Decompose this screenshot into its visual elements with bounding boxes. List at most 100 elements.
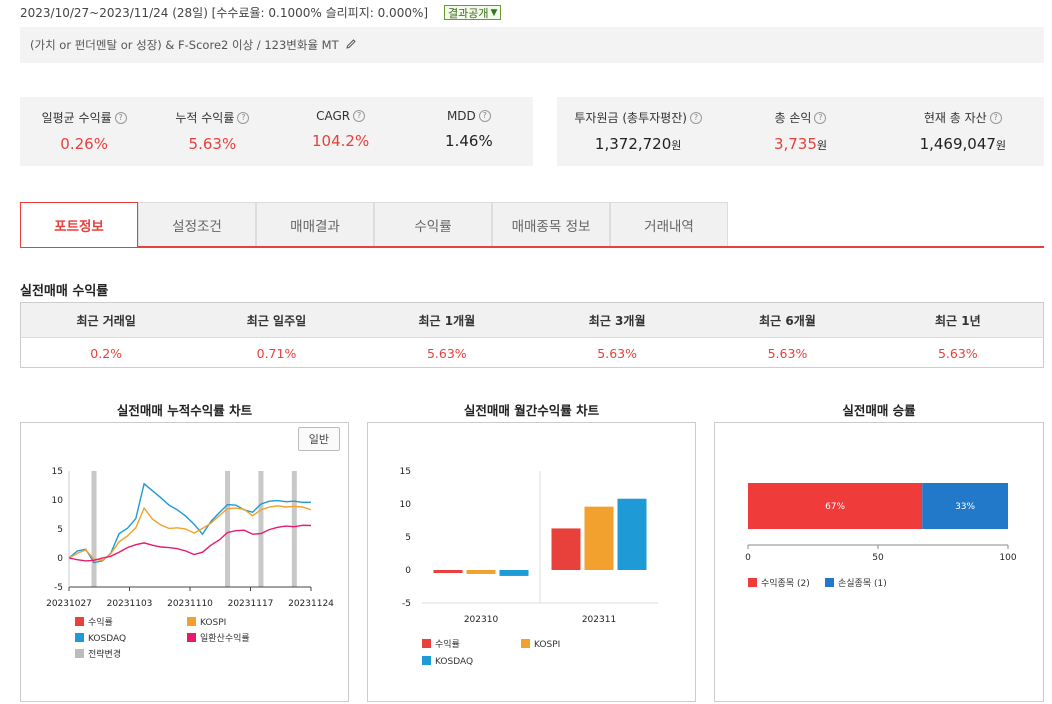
monthly-chart: -5 0 5 10 15 202310 202311 수익률 KOSPI KOSDAQ — [400, 467, 658, 667]
stat-label: CAGR — [316, 109, 351, 123]
stat-principal: 투자원금 (총투자평잔)? 1,372,720원 — [557, 97, 719, 166]
returns-section-title: 실전매매 수익률 — [20, 284, 109, 299]
stat-value: 0.26% — [60, 135, 108, 153]
header-cell: 최근 1개월 — [418, 313, 476, 328]
stat-label: 일평균 수익률 — [41, 111, 112, 125]
winrate-chart: 67% 33% 0 50 100 수익종목 (2) 손실종목 (1) — [745, 483, 1017, 589]
legend-label: 일환산수익률 — [200, 632, 250, 644]
header-cell: 최근 1년 — [934, 313, 981, 328]
x-tick-label: 202311 — [582, 615, 616, 625]
help-icon[interactable]: ? — [237, 111, 250, 124]
tab-stock-info[interactable]: 매매종목 정보 — [492, 202, 610, 246]
tab-transactions[interactable]: 거래내역 — [610, 202, 728, 246]
value-cell: 0.2% — [90, 345, 123, 361]
tab-bar: 포트정보 설정조건 매매결과 수익률 매매종목 정보 거래내역 — [20, 202, 1044, 248]
stat-value: 5.63% — [188, 135, 237, 153]
stat-value: 1,372,720 — [594, 135, 672, 153]
legend-swatch — [187, 633, 196, 642]
stat-value: 1.46% — [445, 132, 493, 150]
y-tick-label: 0 — [405, 566, 411, 576]
value-cell: 0.71% — [256, 345, 297, 361]
strategy-bar: (가치 or 펀더멘탈 or 성장) & F-Score2 이상 / 123변화… — [20, 27, 1044, 63]
stat-value: 1,469,047 — [919, 135, 996, 153]
summary-assets: 투자원금 (총투자평잔)? 1,372,720원 총 손익? 3,735원 현재… — [557, 97, 1044, 166]
return-line — [68, 524, 312, 562]
winrate-segment — [748, 483, 923, 529]
y-tick-label: 15 — [52, 467, 63, 477]
winrate-segment — [922, 483, 1008, 529]
chevron-down-icon: ▼ — [490, 7, 498, 18]
monthly-chart-title: 실전매매 월간수익률 차트 — [463, 403, 600, 418]
x-tick-label: 20231103 — [107, 599, 153, 609]
monthly-bar — [551, 528, 581, 570]
summary-returns: 일평균 수익률? 0.26% 누적 수익률? 5.63% CAGR? 104.2… — [20, 97, 533, 166]
tab-returns[interactable]: 수익률 — [374, 202, 492, 246]
value-cell: 5.63% — [767, 345, 808, 361]
strategy-change-bar — [225, 471, 231, 587]
y-tick-label: 10 — [400, 500, 412, 510]
legend-label: 수익률 — [88, 616, 113, 628]
publish-label: 결과공개 — [448, 6, 489, 20]
x-tick-label: 202310 — [464, 615, 499, 625]
kospi-line — [68, 505, 312, 562]
segment-label: 67% — [825, 502, 845, 512]
x-tick-label: 20231117 — [228, 599, 274, 609]
tab-portfolio-info[interactable]: 포트정보 — [20, 202, 138, 247]
x-tick-label: 20231110 — [167, 599, 213, 609]
legend-label: KOSPI — [200, 618, 226, 628]
monthly-bar — [466, 570, 496, 574]
stat-label: MDD — [446, 109, 476, 123]
tab-trade-results[interactable]: 매매결과 — [256, 202, 374, 246]
returns-value-row: 0.2% 0.71% 5.63% 5.63% 5.63% 5.63% — [21, 338, 1043, 368]
legend-swatch — [75, 617, 84, 626]
header-cell: 최근 일주일 — [246, 313, 307, 328]
stat-value: 3,735 — [773, 135, 817, 153]
kosdaq-line — [68, 482, 311, 564]
stat-total-assets: 현재 총 자산? 1,469,047원 — [882, 97, 1044, 166]
winrate-chart-title: 실전매매 승률 — [842, 403, 916, 418]
legend-swatch — [75, 649, 84, 658]
help-icon[interactable]: ? — [478, 110, 491, 122]
segment-label: 33% — [955, 502, 975, 512]
value-cell: 5.63% — [426, 345, 467, 361]
legend-label: KOSPI — [534, 640, 560, 650]
help-icon[interactable]: ? — [114, 111, 127, 124]
stat-label: 투자원금 (총투자평잔) — [574, 111, 687, 125]
legend-swatch — [748, 578, 757, 587]
tab-settings[interactable]: 설정조건 — [138, 202, 256, 246]
unit-label: 원 — [671, 139, 682, 152]
unit-label: 원 — [816, 139, 828, 152]
help-icon[interactable]: ? — [814, 111, 827, 124]
legend-label: 수익종목 (2) — [761, 577, 810, 589]
legend-label: 전략변경 — [88, 648, 121, 660]
stat-label: 현재 총 자산 — [923, 111, 987, 125]
help-icon[interactable]: ? — [353, 110, 366, 122]
pencil-icon[interactable] — [345, 38, 357, 53]
publish-dropdown[interactable]: 결과공개 ▼ — [444, 5, 502, 20]
legend-label: 손실종목 (1) — [838, 578, 887, 589]
y-tick-label: 5 — [405, 533, 411, 543]
value-cell: 5.63% — [937, 345, 978, 361]
x-tick-label: 100 — [999, 553, 1016, 563]
x-tick-label: 50 — [872, 553, 884, 563]
monthly-bar — [617, 498, 647, 570]
x-tick-label: 20231124 — [288, 599, 334, 609]
help-icon[interactable]: ? — [689, 111, 702, 124]
strategy-text: (가치 or 펀더멘탈 or 성장) & F-Score2 이상 / 123변화… — [30, 38, 339, 52]
cumulative-chart-panel: 일반 -5 0 5 10 15 20231027 20231103 20231110 20231… — [20, 422, 349, 702]
legend-label: 수익률 — [435, 638, 460, 650]
unit-label: 원 — [995, 139, 1007, 152]
value-cell: 5.63% — [597, 345, 637, 361]
y-tick-label: 0 — [57, 554, 63, 564]
legend-swatch — [825, 578, 834, 587]
x-tick-label: 0 — [745, 553, 751, 563]
help-icon[interactable]: ? — [989, 111, 1002, 124]
y-tick-label: -5 — [402, 599, 411, 609]
cumulative-chart: -5 0 5 10 15 20231027 20231103 20231110 20231117… — [46, 467, 334, 660]
cumulative-chart-title: 실전매매 누적수익률 차트 — [116, 403, 253, 418]
y-tick-label: 15 — [400, 467, 411, 477]
stat-cagr: CAGR? 104.2% — [277, 97, 405, 166]
monthly-bar — [499, 570, 529, 576]
normal-button[interactable]: 일반 — [297, 427, 340, 451]
returns-header-row: 최근 거래일 최근 일주일 최근 1개월 최근 3개월 최근 6개월 최근 1년 — [21, 303, 1043, 338]
